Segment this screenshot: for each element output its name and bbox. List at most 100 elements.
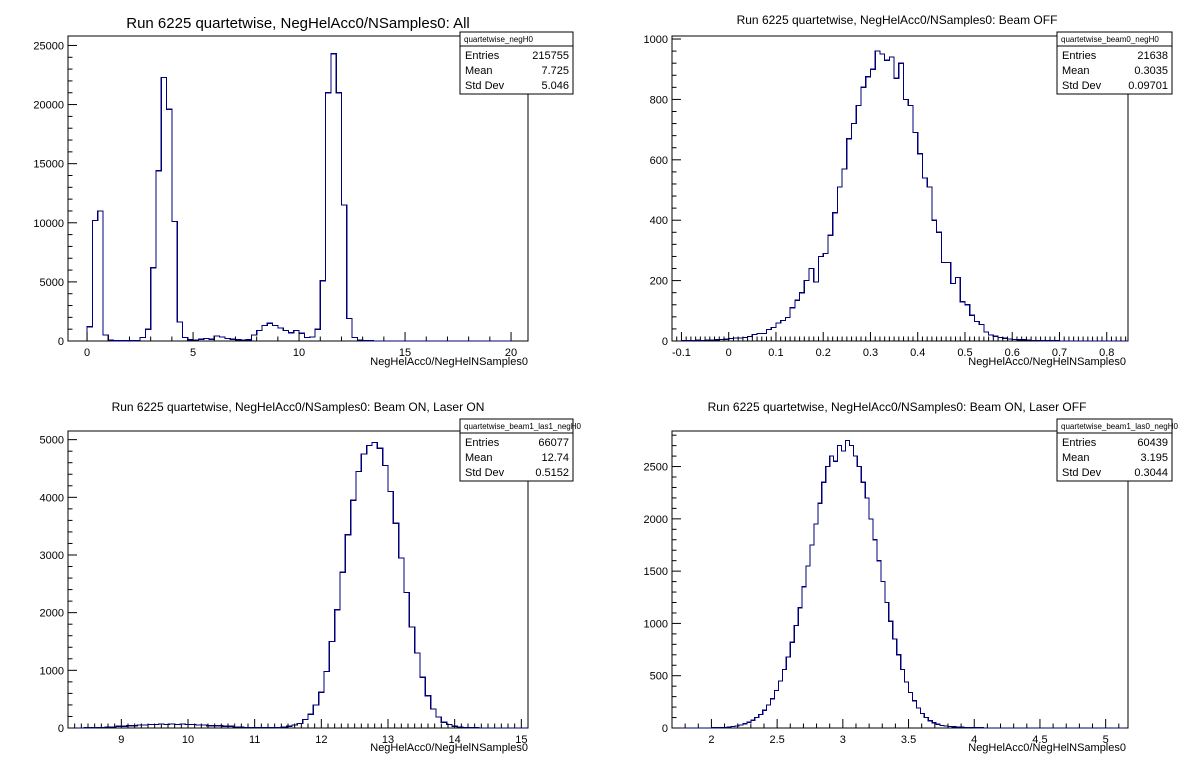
x-axis-label: NegHelAcc0/NegHelNSamples0 bbox=[968, 356, 1126, 368]
x-tick-label: 4 bbox=[971, 734, 977, 746]
x-tick-label: 9 bbox=[118, 734, 124, 746]
x-tick-label: 15 bbox=[399, 347, 411, 359]
x-tick-label: 2.5 bbox=[769, 734, 784, 746]
x-tick-label: 14 bbox=[449, 734, 461, 746]
x-tick-label: 11 bbox=[249, 734, 260, 746]
y-tick-label: 2500 bbox=[644, 462, 668, 474]
stats-label-stddev: Std Dev bbox=[465, 467, 505, 479]
stats-box-frame bbox=[459, 31, 574, 95]
x-axis-label: NegHelAcc0/NegHelNSamples0 bbox=[968, 742, 1126, 754]
y-tick-label: 2000 bbox=[644, 514, 668, 526]
y-tick-label: 1000 bbox=[644, 34, 668, 46]
x-tick-label: 0.1 bbox=[768, 347, 783, 359]
y-tick-label: 20000 bbox=[33, 100, 64, 112]
chart-title: Run 6225 quartetwise, NegHelAcc0/NSample… bbox=[126, 15, 470, 32]
stats-label-stddev: Std Dev bbox=[1062, 467, 1102, 479]
stats-label-stddev: Std Dev bbox=[1062, 80, 1102, 92]
stats-value-stddev: 0.09701 bbox=[1128, 80, 1168, 92]
histogram-series bbox=[672, 439, 1126, 729]
stats-value-stddev: 0.3044 bbox=[1134, 467, 1168, 479]
stats-value-entries: 21638 bbox=[1137, 50, 1168, 62]
stats-value-entries: 66077 bbox=[538, 437, 569, 449]
stats-box-title: quartetwise_negH0 bbox=[464, 35, 533, 44]
x-tick-label: 0.3 bbox=[863, 347, 878, 359]
y-tick-label: 0 bbox=[662, 336, 668, 348]
x-tick-label: 20 bbox=[505, 347, 517, 359]
x-tick-label: 10 bbox=[293, 347, 305, 359]
x-tick-label: 0.5 bbox=[957, 347, 972, 359]
stats-box: quartetwise_beam1_las1_negH0 Entries 660… bbox=[464, 422, 582, 479]
plot-frame bbox=[671, 35, 1129, 342]
x-tick-label: 2 bbox=[708, 734, 714, 746]
stats-label-entries: Entries bbox=[1062, 50, 1097, 62]
panel-beam-off: Run 6225 quartetwise, NegHelAcc0/NSample… bbox=[644, 13, 1173, 368]
panel-laser-off: Run 6225 quartetwise, NegHelAcc0/NSample… bbox=[644, 400, 1179, 754]
stats-box-frame bbox=[1056, 418, 1173, 482]
stats-value-mean: 12.74 bbox=[541, 452, 569, 464]
x-tick-label: 12 bbox=[315, 734, 327, 746]
stats-label-stddev: Std Dev bbox=[465, 80, 505, 92]
panel-laser-on: Run 6225 quartetwise, NegHelAcc0/NSample… bbox=[40, 400, 582, 754]
stats-box-title: quartetwise_beam0_negH0 bbox=[1061, 35, 1159, 44]
histogram-series bbox=[672, 50, 1128, 342]
y-tick-label: 600 bbox=[650, 155, 668, 167]
x-tick-label: 10 bbox=[182, 734, 194, 746]
y-tick-label: 5000 bbox=[40, 277, 64, 289]
x-tick-label: 0.6 bbox=[1005, 347, 1020, 359]
plot-frame bbox=[67, 35, 529, 342]
stats-value-mean: 0.3035 bbox=[1134, 65, 1168, 77]
stats-label-entries: Entries bbox=[465, 50, 500, 62]
y-tick-label: 0 bbox=[58, 723, 64, 735]
panel-all: Run 6225 quartetwise, NegHelAcc0/NSample… bbox=[33, 15, 574, 368]
stats-label-mean: Mean bbox=[1062, 452, 1090, 464]
x-tick-label: -0.1 bbox=[672, 347, 691, 359]
y-tick-label: 15000 bbox=[33, 159, 64, 171]
x-tick-label: 5 bbox=[190, 347, 196, 359]
chart-title: Run 6225 quartetwise, NegHelAcc0/NSample… bbox=[708, 400, 1087, 414]
chart-title: Run 6225 quartetwise, NegHelAcc0/NSample… bbox=[737, 13, 1058, 27]
stats-value-mean: 7.725 bbox=[541, 65, 569, 77]
stats-label-mean: Mean bbox=[465, 65, 493, 77]
histogram-series bbox=[86, 53, 512, 342]
y-tick-label: 25000 bbox=[33, 40, 64, 52]
y-tick-label: 2000 bbox=[40, 608, 64, 620]
x-tick-label: 5 bbox=[1103, 734, 1109, 746]
y-tick-label: 400 bbox=[650, 215, 668, 227]
y-tick-label: 0 bbox=[662, 723, 668, 735]
stats-label-mean: Mean bbox=[465, 452, 493, 464]
x-tick-label: 4.5 bbox=[1032, 734, 1047, 746]
stats-box-frame bbox=[1056, 31, 1173, 95]
x-tick-label: 3 bbox=[840, 734, 846, 746]
y-tick-label: 0 bbox=[58, 336, 64, 348]
chart-title: Run 6225 quartetwise, NegHelAcc0/NSample… bbox=[112, 400, 485, 414]
plot-frame bbox=[671, 430, 1129, 729]
x-axis-label: NegHelAcc0/NegHelNSamples0 bbox=[370, 742, 528, 754]
stats-box-title: quartetwise_beam1_las1_negH0 bbox=[464, 422, 582, 431]
y-tick-label: 800 bbox=[650, 94, 668, 106]
stats-box-frame bbox=[459, 418, 574, 482]
stats-value-entries: 60439 bbox=[1137, 437, 1168, 449]
stats-box: quartetwise_negH0 Entries 215755 Mean 7.… bbox=[464, 35, 569, 92]
y-tick-label: 1000 bbox=[40, 665, 64, 677]
stats-value-stddev: 5.046 bbox=[541, 80, 569, 92]
stats-label-entries: Entries bbox=[1062, 437, 1097, 449]
x-tick-label: 0.8 bbox=[1099, 347, 1114, 359]
stats-box: quartetwise_beam0_negH0 Entries 21638 Me… bbox=[1061, 35, 1168, 92]
histogram-series bbox=[68, 441, 527, 729]
y-tick-label: 4000 bbox=[40, 492, 64, 504]
stats-label-mean: Mean bbox=[1062, 65, 1090, 77]
x-tick-label: 0.7 bbox=[1052, 347, 1067, 359]
y-tick-label: 10000 bbox=[33, 218, 64, 230]
x-tick-label: 0 bbox=[84, 347, 90, 359]
x-tick-label: 15 bbox=[515, 734, 527, 746]
plot-frame bbox=[67, 430, 529, 729]
x-tick-label: 3.5 bbox=[901, 734, 916, 746]
y-tick-label: 1500 bbox=[644, 566, 668, 578]
y-tick-label: 3000 bbox=[40, 550, 64, 562]
stats-box: quartetwise_beam1_las0_negH0 Entries 604… bbox=[1061, 422, 1179, 479]
x-tick-label: 13 bbox=[382, 734, 394, 746]
stats-value-stddev: 0.5152 bbox=[535, 467, 569, 479]
x-tick-label: 0.2 bbox=[816, 347, 831, 359]
x-tick-label: 0.4 bbox=[910, 347, 925, 359]
